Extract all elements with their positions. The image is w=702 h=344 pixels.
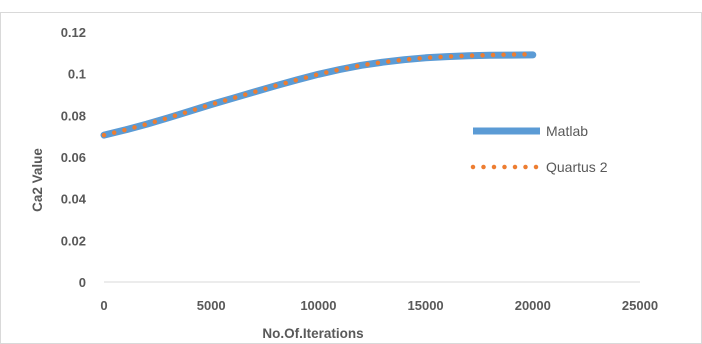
y-tick-label: 0.08 — [61, 108, 86, 123]
x-tick-label: 25000 — [622, 298, 658, 313]
y-tick-label: 0.06 — [61, 150, 86, 165]
y-tick-label: 0.02 — [61, 233, 86, 248]
x-axis-title: No.Of.Iterations — [262, 326, 363, 341]
x-tick-label: 10000 — [300, 298, 336, 313]
y-tick-label: 0.04 — [61, 192, 87, 207]
y-axis-title: Ca2 Value — [30, 148, 45, 212]
x-tick-labels: 0 5000 10000 15000 20000 25000 — [100, 298, 658, 313]
series-layer — [100, 51, 537, 139]
y-tick-label: 0 — [79, 275, 86, 290]
y-tick-label: 0.12 — [61, 25, 86, 40]
x-tick-label: 20000 — [515, 298, 551, 313]
y-tick-labels: 0 0.02 0.04 0.06 0.08 0.1 0.12 — [61, 25, 87, 290]
legend-label: Quartus 2 — [546, 159, 608, 175]
chart-border — [0, 12, 702, 344]
x-tick-label: 15000 — [408, 298, 444, 313]
series-line-quartus-2 — [101, 52, 536, 138]
legend-label: Matlab — [546, 123, 588, 139]
legend: Matlab Quartus 2 — [470, 123, 608, 175]
y-tick-label: 0.1 — [68, 67, 86, 82]
x-tick-label: 0 — [100, 298, 107, 313]
x-tick-label: 5000 — [197, 298, 226, 313]
